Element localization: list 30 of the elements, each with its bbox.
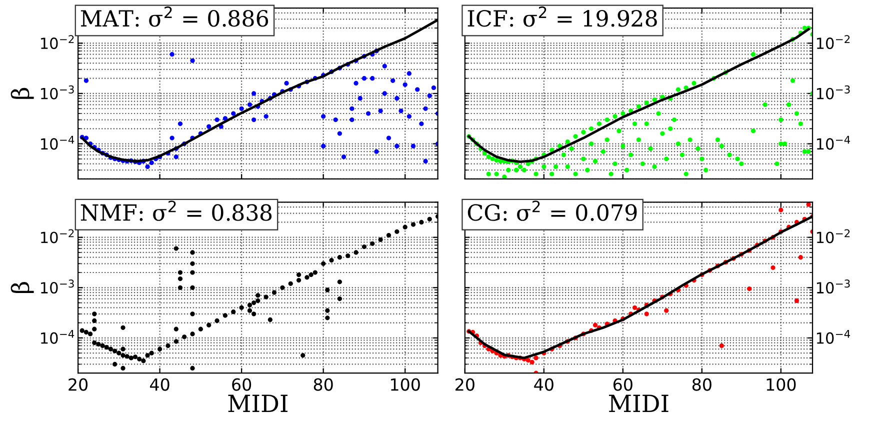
y-tick-label: 10$^{−3}$ xyxy=(816,85,850,100)
y-tick-label: 10$^{−2}$ xyxy=(41,35,74,50)
y-axis-title: β xyxy=(10,282,34,293)
x-tick-label: 20 xyxy=(456,378,474,391)
x-axis-title: MIDI xyxy=(609,394,668,412)
y-tick-label: 10$^{−4}$ xyxy=(816,136,850,150)
x-tick-label: 80 xyxy=(692,378,712,391)
x-tick-label: 100 xyxy=(766,378,796,391)
chart-title: CG: σ$^{2}$ = 0.079 xyxy=(468,200,637,221)
chart-title: ICF: σ$^{2}$ = 19.928 xyxy=(468,6,657,27)
x-tick-label: 40 xyxy=(534,378,554,391)
chart-title: NMF: σ$^{2}$ = 0.838 xyxy=(80,200,272,221)
x-axis-title: MIDI xyxy=(228,394,288,412)
y-tick-label: 10$^{−4}$ xyxy=(816,330,850,344)
y-tick-label: 10$^{−4}$ xyxy=(41,136,74,150)
y-tick-label: 10$^{−2}$ xyxy=(41,229,74,244)
x-tick-label: 100 xyxy=(391,378,420,391)
y-axis-title: β xyxy=(10,88,34,99)
chart-title: MAT: σ$^{2}$ = 0.886 xyxy=(80,6,268,27)
x-tick-label: 60 xyxy=(232,378,252,391)
y-tick-label: 10$^{−3}$ xyxy=(816,280,850,294)
x-tick-label: 20 xyxy=(68,378,88,391)
x-tick-label: 80 xyxy=(314,378,333,391)
y-tick-label: 10$^{−2}$ xyxy=(816,35,850,50)
y-tick-label: 10$^{−3}$ xyxy=(41,85,74,100)
y-tick-label: 10$^{−3}$ xyxy=(41,280,74,294)
y-tick-label: 10$^{−4}$ xyxy=(41,330,74,344)
x-tick-label: 60 xyxy=(613,378,632,391)
y-tick-label: 10$^{−2}$ xyxy=(816,229,850,244)
x-tick-label: 40 xyxy=(150,378,170,391)
